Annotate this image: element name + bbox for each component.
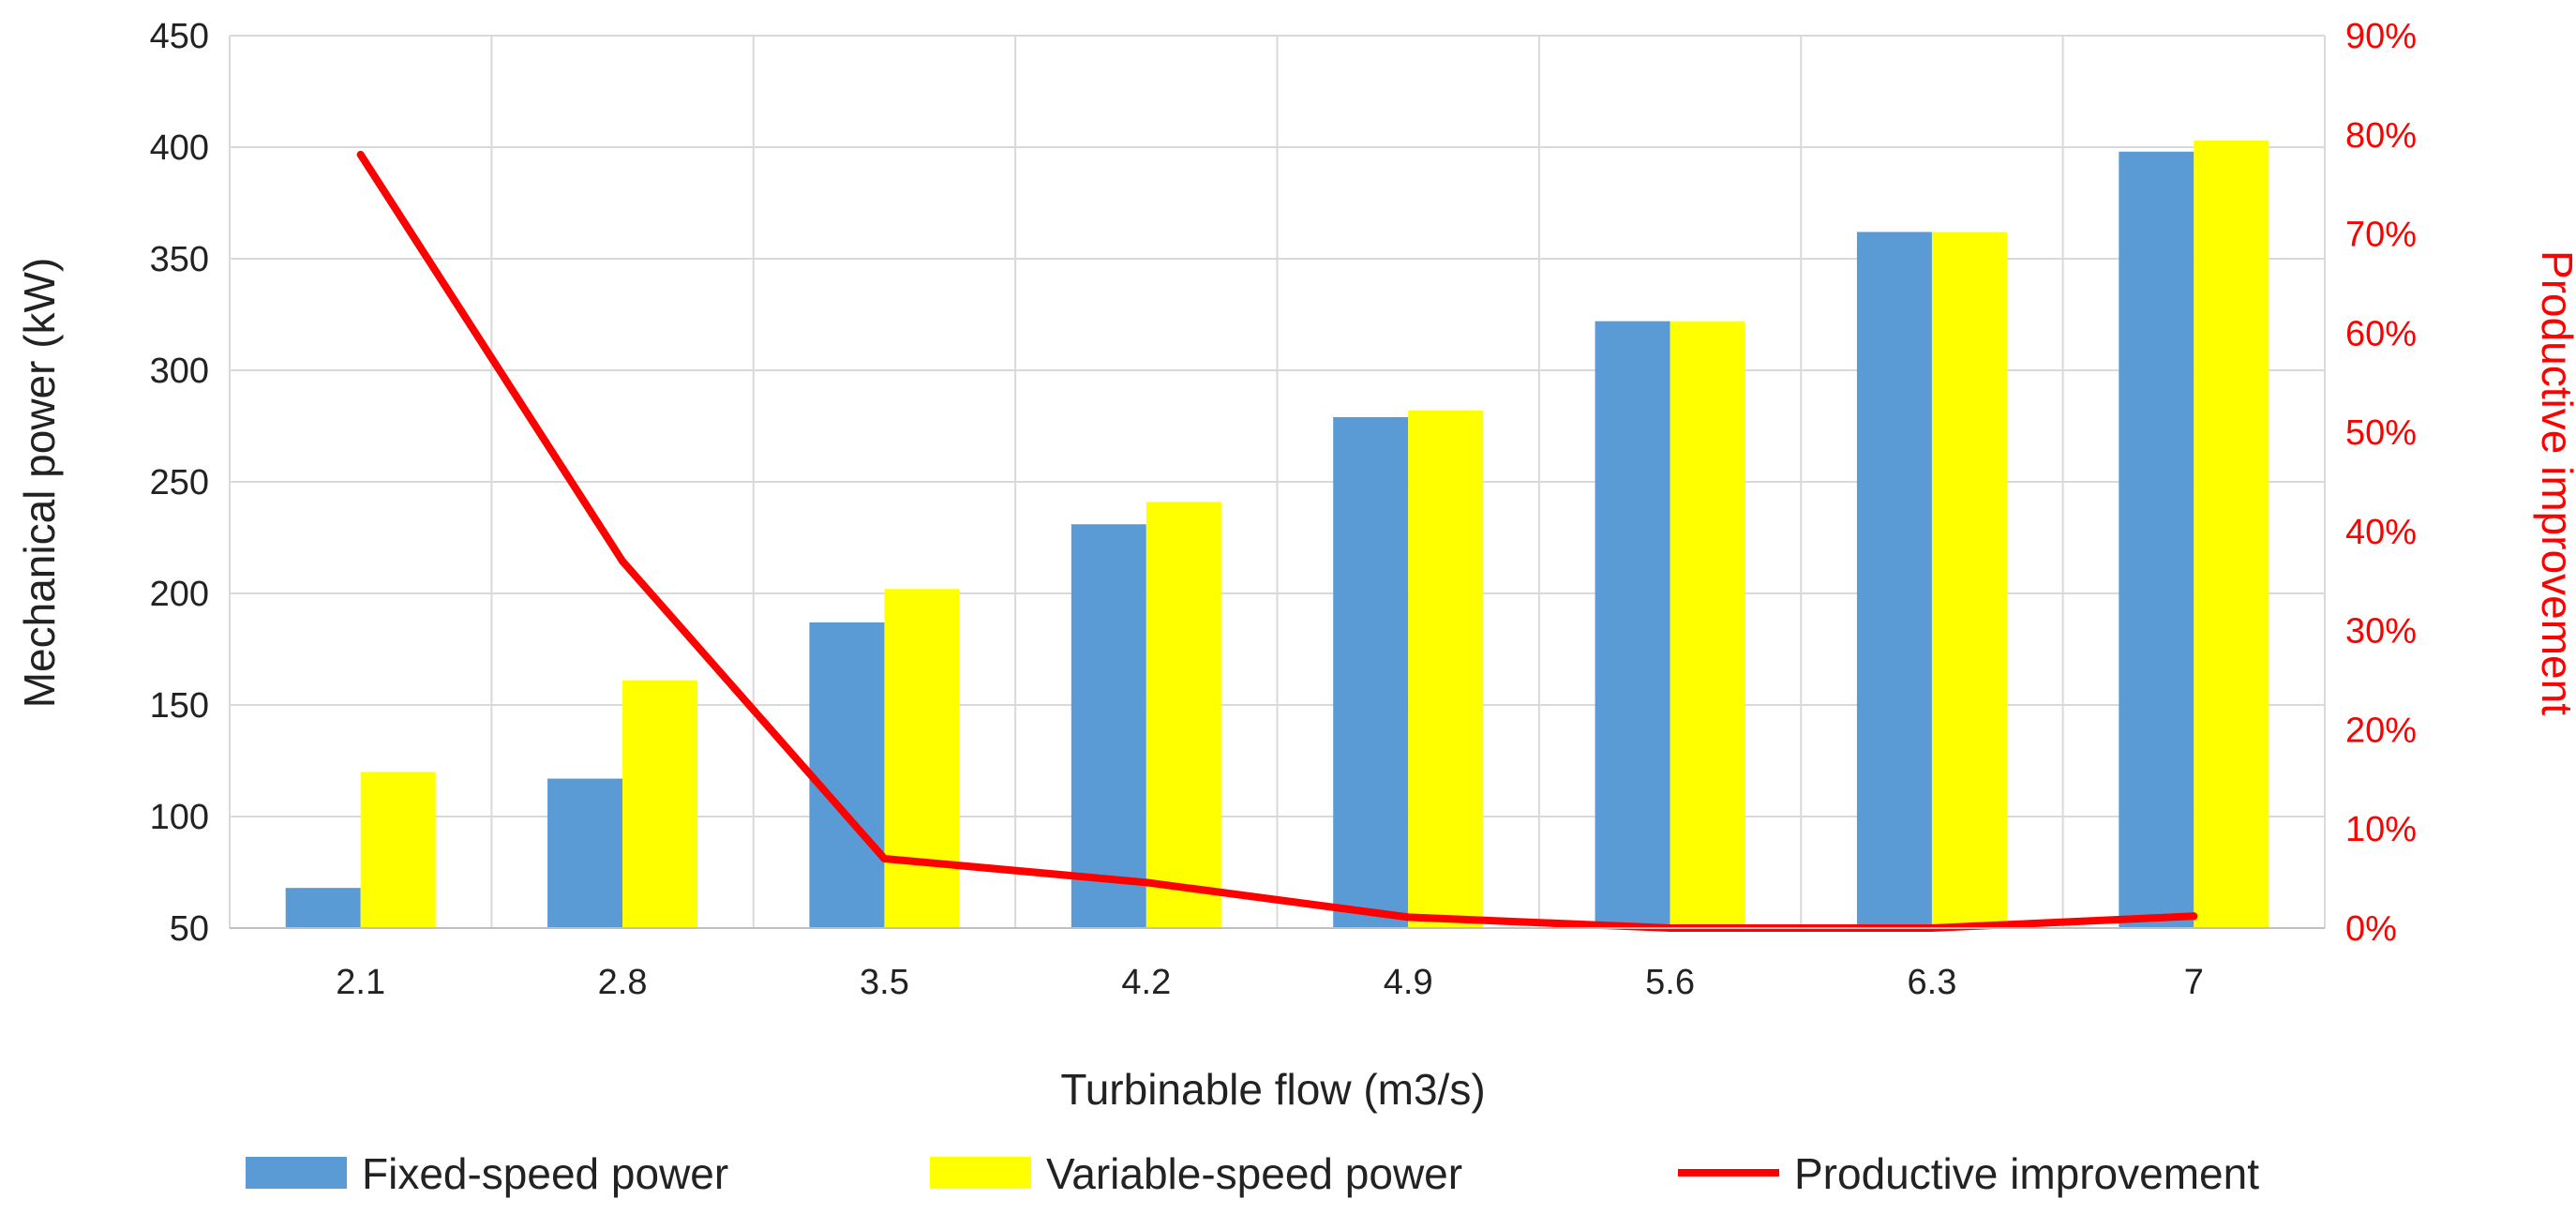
bar	[809, 622, 885, 928]
bar	[1333, 416, 1409, 929]
y-right-tick-label: 50%	[2345, 413, 2417, 453]
x-tick-label: 5.6	[1645, 963, 1695, 1002]
bar	[360, 772, 436, 928]
bar	[2119, 151, 2194, 928]
y-right-tick-label: 10%	[2345, 810, 2417, 849]
y-right-tick-label: 70%	[2345, 216, 2417, 255]
line-point	[356, 150, 365, 158]
y-tick-label: 200	[150, 575, 209, 614]
line-point	[619, 557, 627, 565]
x-tick-label: 2.1	[336, 963, 385, 1002]
bar-series	[285, 140, 2269, 929]
y-tick-label: 400	[150, 128, 209, 168]
bar	[884, 589, 960, 928]
x-tick-label: 2.8	[598, 963, 648, 1002]
bar	[1146, 502, 1221, 928]
y-right-tick-label: 20%	[2345, 711, 2417, 750]
bar	[547, 778, 623, 928]
gridlines	[229, 35, 2326, 929]
y-tick-label: 50	[170, 909, 209, 949]
y-axis-title: Mechanical power (kW)	[15, 258, 64, 709]
y-axis-right-title: Productive improvement	[2533, 250, 2576, 715]
legend-swatch	[246, 1157, 347, 1189]
y-right-tick-label: 30%	[2345, 612, 2417, 652]
bar	[1670, 321, 1745, 928]
line-point	[2190, 912, 2198, 921]
legend: Fixed-speed power Variable-speed power Pro…	[246, 1149, 2259, 1198]
x-tick-label: 4.2	[1121, 963, 1171, 1002]
x-tick-label: 6.3	[1908, 963, 1957, 1002]
y-right-tick-label: 90%	[2345, 17, 2417, 56]
y-right-tick-label: 80%	[2345, 116, 2417, 156]
bar	[1856, 232, 1932, 928]
bar	[1071, 524, 1146, 928]
y-right-tick-label: 60%	[2345, 314, 2417, 353]
y-right-tick-label: 40%	[2345, 513, 2417, 552]
bar	[2194, 140, 2269, 929]
y-tick-label: 350	[150, 240, 209, 279]
x-axis-title: Turbinable flow (m3/s)	[1060, 1065, 1485, 1114]
legend-label: Productive improvement	[1794, 1149, 2259, 1198]
line-point	[1142, 878, 1150, 887]
x-tick-label: 4.9	[1384, 963, 1433, 1002]
y-tick-label: 100	[150, 798, 209, 837]
y-tick-label: 450	[150, 17, 209, 56]
x-tick-label: 7	[2184, 963, 2204, 1002]
legend-label: Variable-speed power	[1046, 1149, 1462, 1198]
y-tick-label: 150	[150, 686, 209, 726]
line-point	[880, 854, 889, 862]
bar	[285, 888, 361, 928]
line-point	[1404, 913, 1413, 922]
bar	[622, 680, 698, 928]
x-tick-label: 3.5	[860, 963, 909, 1002]
legend-swatch	[930, 1157, 1031, 1189]
axes: 50 100 150 200 250 300 350 400 450 0% 10% 20% 30% 40%…	[150, 17, 2417, 1002]
y-tick-label: 250	[150, 463, 209, 502]
bar	[1408, 410, 1484, 929]
legend-label: Fixed-speed power	[362, 1149, 728, 1198]
y-right-tick-label: 0%	[2345, 909, 2397, 949]
y-tick-label: 300	[150, 352, 209, 391]
bar	[1595, 321, 1670, 928]
bar	[1931, 232, 2007, 928]
